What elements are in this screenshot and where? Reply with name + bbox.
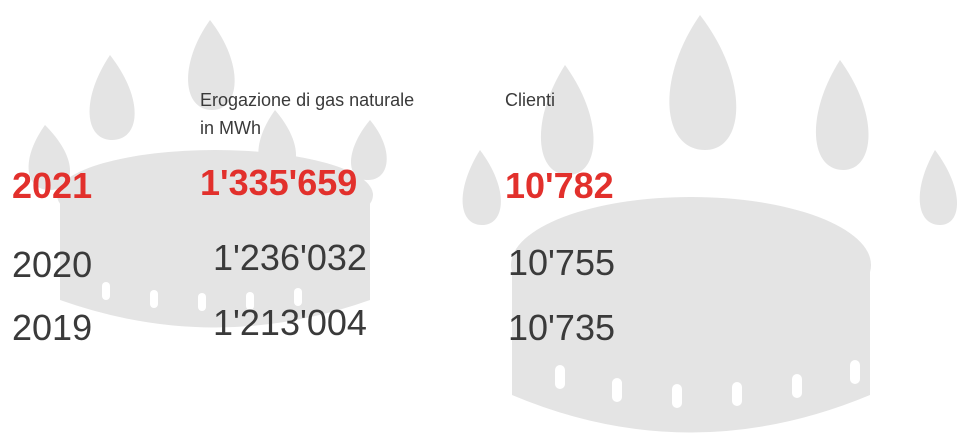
clients-value: 10'735 <box>508 307 615 348</box>
header-supply: Erogazione di gas naturale <box>200 90 414 110</box>
year: 2019 <box>12 307 92 348</box>
year: 2020 <box>12 244 92 285</box>
header-supply-unit: in MWh <box>200 118 261 138</box>
year: 2021 <box>12 165 92 206</box>
supply-value: 1'335'659 <box>200 162 357 203</box>
header-clients: Clienti <box>505 90 555 110</box>
burner-right <box>462 15 958 433</box>
burner-left <box>28 20 387 328</box>
supply-value: 1'236'032 <box>213 237 367 278</box>
supply-value: 1'213'004 <box>213 302 367 343</box>
clients-value: 10'782 <box>505 165 614 206</box>
clients-value: 10'755 <box>508 242 615 283</box>
